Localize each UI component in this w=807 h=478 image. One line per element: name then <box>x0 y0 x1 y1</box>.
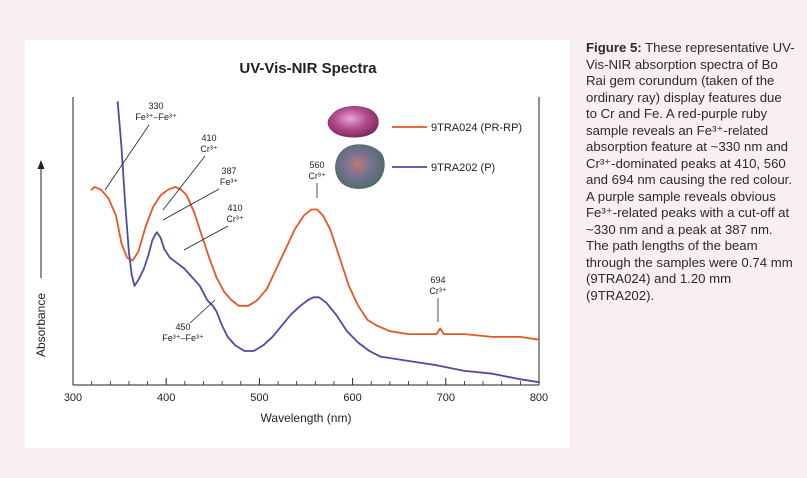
annotation-410-purple: 410 Cr³⁺ <box>183 203 244 251</box>
annotation-450-value: 450 <box>175 322 190 332</box>
caption-label: Figure 5: <box>586 40 642 55</box>
annotation-387-leader <box>162 188 220 221</box>
y-axis-label: Absorbance <box>34 293 48 357</box>
annotation-410-purple-leader <box>183 225 229 251</box>
x-tick-label-300: 300 <box>64 392 82 404</box>
annotation-450: 450 Fe³⁺–Fe³⁺ <box>162 299 216 343</box>
annotation-330-leader <box>104 124 150 191</box>
caption-text: These representative UV-Vis-NIR absorpti… <box>586 40 795 303</box>
annotation-694-value: 694 <box>430 275 445 285</box>
legend: 9TRA024 (PR-RP) 9TRA202 (P) <box>327 106 522 189</box>
x-ticks <box>72 378 540 385</box>
annotation-560-species: Cr³⁺ <box>308 171 325 181</box>
x-tick-label-600: 600 <box>343 392 361 404</box>
figure-caption: Figure 5: These representative UV-Vis-NI… <box>586 40 796 304</box>
annotation-560: 560 Cr³⁺ <box>308 160 326 198</box>
annotation-694: 694 Cr³⁺ <box>429 275 447 322</box>
annotation-330-species: Fe³⁺–Fe³⁺ <box>135 112 177 122</box>
annotation-330: 330 Fe³⁺–Fe³⁺ <box>104 101 177 191</box>
chart-title: UV-Vis-NIR Spectra <box>239 60 377 77</box>
annotation-387: 387 Fe³⁺ <box>162 166 239 221</box>
x-tick-labels: 300 400 500 600 700 800 <box>64 392 548 404</box>
series-line-9tra202 <box>116 101 540 384</box>
annotation-410-purple-value: 410 <box>227 203 242 213</box>
annotation-387-species: Fe³⁺ <box>220 177 239 187</box>
spectra-chart: UV-Vis-NIR Spectra 300 400 500 600 700 800 Wa… <box>34 60 548 425</box>
annotation-694-species: Cr³⁺ <box>429 286 446 296</box>
legend-label-9tra024: 9TRA024 (PR-RP) <box>431 122 522 134</box>
annotation-387-value: 387 <box>221 166 236 176</box>
annotation-330-value: 330 <box>148 101 163 111</box>
x-tick-label-400: 400 <box>157 392 175 404</box>
annotation-410-ruby-species: Cr³⁺ <box>200 144 217 154</box>
annotation-560-value: 560 <box>309 160 324 170</box>
annotation-410-purple-species: Cr³⁺ <box>226 214 243 224</box>
x-tick-label-500: 500 <box>250 392 268 404</box>
x-tick-label-800: 800 <box>530 392 548 404</box>
purple-stone-image <box>335 144 385 189</box>
annotation-410-ruby-leader <box>162 155 206 211</box>
annotation-410-ruby: 410 Cr³⁺ <box>162 133 218 211</box>
annotation-410-ruby-value: 410 <box>201 133 216 143</box>
legend-label-9tra202: 9TRA202 (P) <box>431 162 495 174</box>
y-axis-arrowhead <box>37 160 45 169</box>
y-axis-label-group: Absorbance <box>34 160 48 357</box>
annotation-450-leader <box>189 299 216 324</box>
series-line-9tra024 <box>90 186 540 341</box>
figure-panel: UV-Vis-NIR Spectra 300 400 500 600 700 800 Wa… <box>25 40 570 448</box>
ruby-stone-image <box>327 106 379 138</box>
x-tick-label-700: 700 <box>437 392 455 404</box>
x-axis-label: Wavelength (nm) <box>261 411 352 425</box>
annotation-450-species: Fe³⁺–Fe³⁺ <box>162 333 204 343</box>
